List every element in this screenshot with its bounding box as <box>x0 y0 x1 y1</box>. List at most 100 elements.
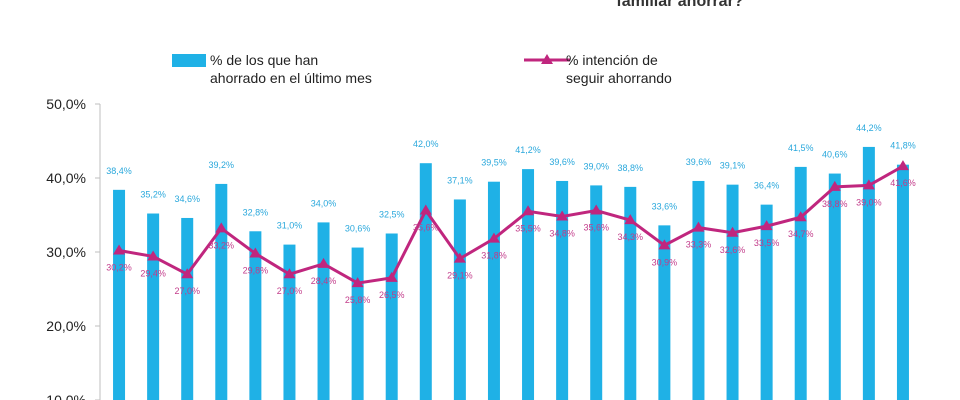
line-point <box>896 160 909 171</box>
bar <box>453 199 466 400</box>
bar-value-label: 39,2% <box>209 160 235 170</box>
line-value-label: 30,2% <box>106 263 132 273</box>
bar <box>487 181 500 400</box>
bar <box>624 186 637 400</box>
bar <box>249 231 262 400</box>
bar-value-label: 41,5% <box>788 143 814 153</box>
line-point <box>113 244 126 255</box>
bar <box>658 225 671 400</box>
line-series <box>113 160 909 288</box>
chart-title-fragment: familiar ahorrar? <box>616 0 743 10</box>
line-value-label: 32,6% <box>720 245 746 255</box>
bar-value-label: 40,6% <box>822 150 848 160</box>
legend: % de los que han ahorrado en el último m… <box>172 52 672 86</box>
line-value-label: 27,0% <box>174 286 200 296</box>
bar-value-label: 34,6% <box>174 194 200 204</box>
line-value-label: 30,9% <box>652 257 678 267</box>
line-point <box>147 250 160 261</box>
line-point <box>419 204 432 215</box>
line-point <box>828 180 841 191</box>
bar <box>419 163 432 400</box>
bar <box>351 247 364 400</box>
bar-value-label: 39,6% <box>686 157 712 167</box>
line-value-label: 29,1% <box>447 271 473 281</box>
line-value-label: 35,5% <box>515 223 541 233</box>
line-value-label: 39,0% <box>856 197 882 207</box>
line-path <box>118 164 904 285</box>
bar-value-label: 39,1% <box>720 161 746 171</box>
bar-value-label: 33,6% <box>652 201 678 211</box>
bar-value-label: 44,2% <box>856 123 882 133</box>
line-point <box>453 252 466 263</box>
line-value-label: 35,6% <box>583 223 609 233</box>
bar-value-label: 39,6% <box>549 157 575 167</box>
bar-value-label: 32,8% <box>243 207 269 217</box>
line-point <box>590 204 603 215</box>
line-value-label: 29,4% <box>140 268 166 278</box>
bar-value-label: 41,8% <box>890 141 916 151</box>
bar <box>794 166 807 400</box>
line-value-label: 34,3% <box>618 232 644 242</box>
bar <box>726 184 739 400</box>
bar-data-labels: 38,4% 35,2% 34,6% 39,2% 32,8% 31,0% 34,0% 30,6%… <box>106 123 915 234</box>
line-value-label: 26,5% <box>379 290 405 300</box>
line-value-label: 35,6% <box>413 223 439 233</box>
legend-line-label-line2: seguir ahorrando <box>566 70 672 86</box>
bar-value-label: 35,2% <box>140 190 166 200</box>
y-axis-ticks: 10,0% 20,0% 30,0% 40,0% 50,0% <box>46 96 100 400</box>
y-tick-label: 10,0% <box>46 392 86 400</box>
line-point <box>385 271 398 282</box>
y-tick-label: 40,0% <box>46 170 86 186</box>
legend-line-marker <box>541 54 553 64</box>
line-point <box>487 232 500 243</box>
y-tick-label: 50,0% <box>46 96 86 112</box>
bar-value-label: 38,4% <box>106 166 132 176</box>
line-point <box>317 257 330 268</box>
bar-value-label: 30,6% <box>345 224 371 234</box>
line-point <box>794 211 807 222</box>
line-point <box>249 247 262 258</box>
bar-value-label: 31,0% <box>277 221 303 231</box>
bar <box>522 169 535 400</box>
line-point <box>624 214 637 225</box>
bar <box>181 217 194 400</box>
line-value-label: 25,8% <box>345 295 371 305</box>
bar <box>215 183 228 400</box>
line-value-label: 33,5% <box>754 238 780 248</box>
legend-bar-swatch <box>172 54 206 67</box>
bar <box>283 244 296 400</box>
legend-bar-label-line2: ahorrado en el último mes <box>210 70 372 86</box>
bar <box>317 222 330 400</box>
line-point <box>215 222 228 233</box>
bar-value-label: 38,8% <box>618 163 644 173</box>
line-value-label: 29,8% <box>243 265 269 275</box>
bar <box>556 180 569 400</box>
line-point <box>556 210 569 221</box>
line-value-label: 33,2% <box>209 240 235 250</box>
line-value-label: 38,8% <box>822 199 848 209</box>
bar <box>385 233 398 400</box>
line-point <box>283 268 296 279</box>
line-point <box>862 179 875 190</box>
line-point <box>181 268 194 279</box>
bar-value-label: 36,4% <box>754 181 780 191</box>
line-point <box>692 221 705 232</box>
bar-value-label: 39,5% <box>481 158 507 168</box>
line-point <box>726 226 739 237</box>
y-tick-label: 20,0% <box>46 318 86 334</box>
line-data-labels: 30,2% 29,4% 27,0% 33,2% 29,8% 27,0% 28,4% 25,8%… <box>106 178 915 305</box>
y-tick-label: 30,0% <box>46 244 86 260</box>
bar <box>862 146 875 400</box>
bar-value-label: 42,0% <box>413 139 439 149</box>
line-point <box>522 205 535 216</box>
bar-value-label: 34,0% <box>311 198 337 208</box>
line-value-label: 33,3% <box>686 240 712 250</box>
line-point <box>351 277 364 288</box>
bar <box>692 180 705 400</box>
bar-value-label: 37,1% <box>447 175 473 185</box>
line-value-label: 41,6% <box>890 178 916 188</box>
bar <box>113 189 126 400</box>
bar-value-label: 32,5% <box>379 210 405 220</box>
